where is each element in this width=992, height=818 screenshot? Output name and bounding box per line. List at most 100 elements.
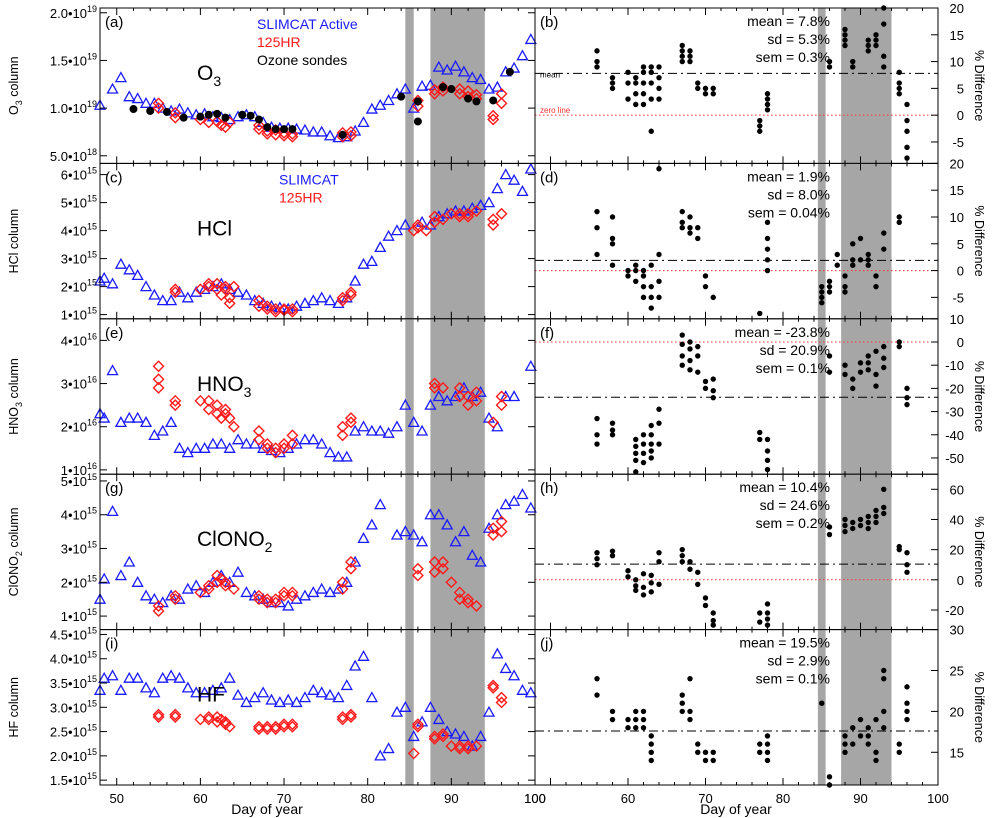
difference-point: [881, 21, 887, 27]
hr-point: [436, 381, 449, 394]
difference-point: [633, 74, 639, 81]
difference-point: [702, 378, 709, 385]
difference-point: [656, 74, 662, 81]
y-tick-label: 5.0•1018: [50, 147, 97, 164]
sonde-point: [464, 94, 473, 103]
shaded-period-left-1: [405, 318, 414, 475]
slimcat-point: [449, 727, 462, 739]
slimcat-point: [298, 433, 312, 445]
difference-point: [764, 219, 771, 226]
slimcat-point: [424, 700, 437, 712]
hr-point: [211, 399, 224, 412]
difference-point: [710, 610, 716, 616]
difference-point: [609, 432, 616, 438]
slimcat-point: [432, 60, 445, 72]
slimcat-point: [165, 416, 178, 428]
stat-text: sem = 0.1%: [756, 671, 830, 687]
slimcat-point: [148, 686, 161, 698]
slimcat-point: [357, 532, 370, 544]
hr-point: [223, 720, 236, 733]
hr-point: [411, 221, 424, 234]
difference-point: [842, 516, 848, 523]
slimcat-point: [106, 82, 119, 94]
hr-point: [286, 303, 299, 315]
slimcat-point: [315, 125, 328, 137]
slimcat-point: [332, 582, 345, 594]
difference-point: [826, 774, 833, 780]
difference-point: [633, 708, 639, 715]
hr-point: [219, 576, 232, 589]
difference-point: [609, 235, 616, 242]
y-tick-label: 1.0•1019: [50, 99, 97, 116]
difference-point: [648, 741, 654, 747]
difference-point: [865, 367, 871, 373]
slimcat-point: [365, 691, 378, 703]
hr-point: [169, 399, 182, 412]
difference-point: [594, 675, 600, 682]
slimcat-point: [315, 437, 328, 449]
slimcat-point: [173, 671, 186, 683]
mean-line-label: mean: [540, 70, 560, 79]
hr-point: [411, 562, 424, 575]
slimcat-point: [332, 450, 345, 462]
slimcat-point: [190, 285, 203, 297]
slimcat-point: [516, 49, 529, 61]
difference-point: [640, 64, 647, 70]
hr-point: [436, 562, 449, 575]
slimcat-point: [323, 688, 337, 700]
sonde-point: [489, 96, 498, 105]
slimcat-point: [491, 80, 504, 92]
difference-point: [633, 457, 639, 463]
difference-point: [687, 716, 693, 723]
stat-text: sd = 24.6%: [760, 497, 830, 513]
slimcat-point: [524, 686, 537, 698]
hr-point: [495, 399, 508, 412]
slimcat-point: [123, 90, 136, 102]
right-y-tick-label: 10: [950, 210, 964, 225]
right-y-tick-label: 20: [950, 156, 964, 171]
slimcat-point: [516, 683, 529, 695]
x-axis-label-left: Day of year: [231, 801, 303, 817]
difference-point: [633, 443, 639, 450]
hr-point: [487, 679, 500, 692]
difference-point: [679, 552, 685, 559]
right-y-axis-label: % Difference: [972, 205, 986, 276]
difference-point: [633, 469, 639, 475]
slimcat-point: [323, 446, 337, 458]
shaded-period-right-2: [841, 629, 892, 785]
sonde-point: [129, 105, 138, 114]
hr-point: [194, 586, 207, 599]
hr-point: [211, 715, 224, 728]
difference-point: [648, 580, 654, 586]
slimcat-point: [206, 683, 220, 695]
hr-point: [344, 412, 357, 425]
difference-point: [896, 749, 902, 755]
slimcat-point: [98, 671, 111, 683]
difference-point: [687, 566, 693, 572]
difference-point: [826, 369, 833, 375]
slimcat-point: [114, 569, 128, 581]
slimcat-point: [407, 416, 420, 428]
legend-entry: Ozone sondes: [257, 52, 347, 68]
x-tick-label-right: 100: [927, 791, 949, 806]
sonde-point: [213, 109, 222, 118]
slimcat-point: [139, 681, 153, 693]
slimcat-point: [123, 263, 136, 275]
right-y-axis-label: % Difference: [972, 50, 986, 121]
right-y-tick-label: 20: [950, 543, 964, 558]
difference-point: [640, 80, 647, 86]
slimcat-point: [131, 92, 144, 104]
difference-point: [764, 457, 771, 463]
difference-point: [687, 339, 693, 345]
difference-point: [850, 376, 856, 382]
difference-point: [850, 741, 856, 747]
hr-point: [169, 708, 182, 721]
difference-point: [819, 700, 825, 706]
difference-point: [609, 241, 616, 247]
slimcat-point: [198, 441, 211, 453]
difference-point: [842, 289, 848, 295]
right-y-tick-label: 15: [950, 28, 964, 43]
difference-point: [881, 504, 887, 511]
hr-point: [487, 522, 500, 535]
panel-2: 1•1015 2•1015 3•1015 4•1015 5•1015 6•1015 -5 0 5…: [7, 156, 986, 322]
